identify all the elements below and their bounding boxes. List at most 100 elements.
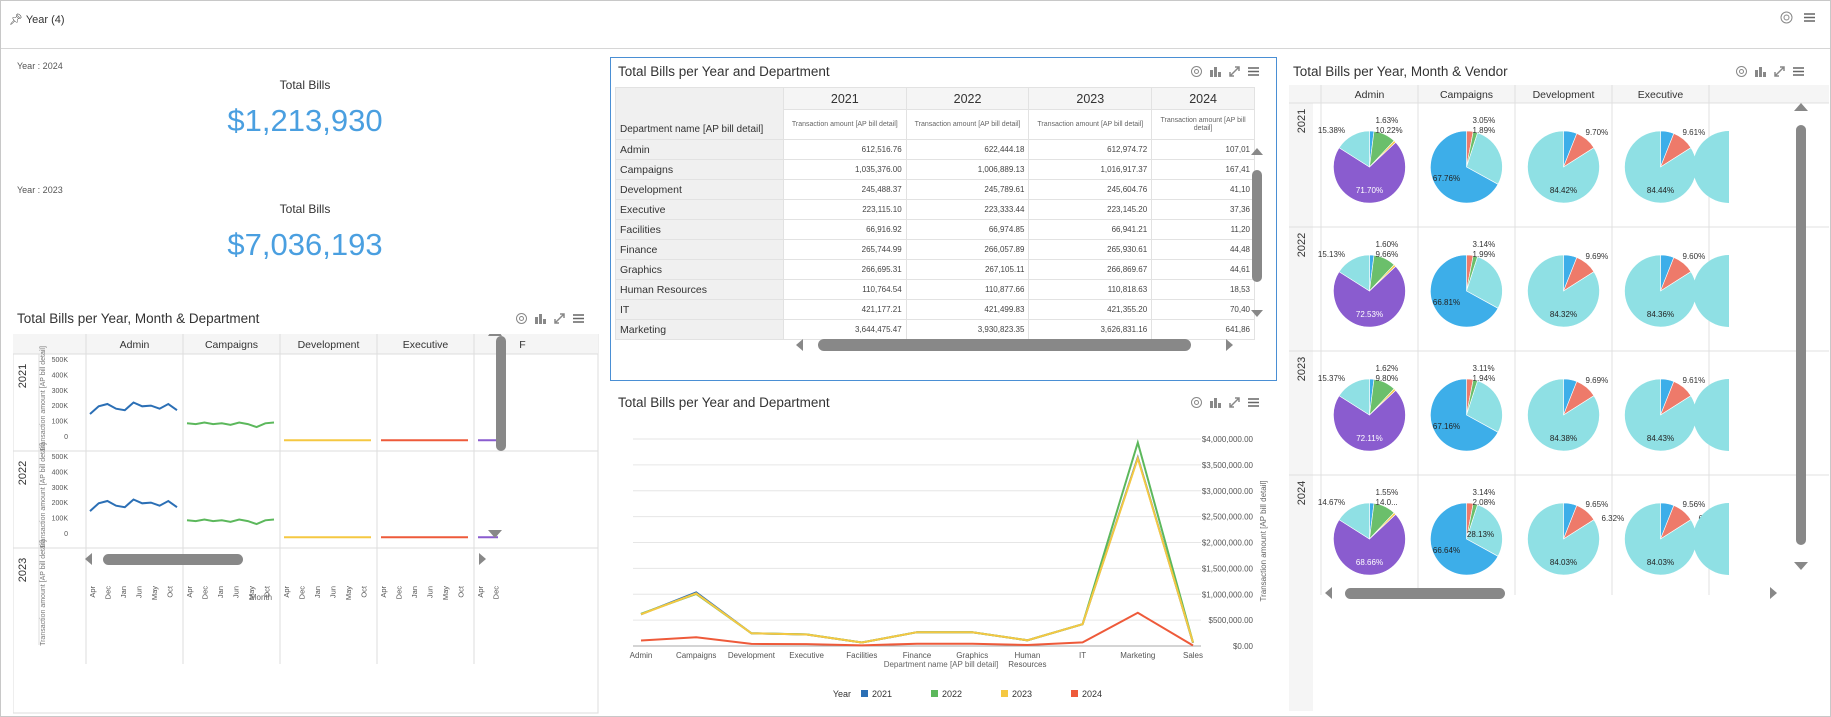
pie-slice — [1527, 254, 1600, 328]
col-header-admin: Admin — [120, 339, 150, 351]
table-row[interactable]: Human Resources 110,764.54 110,877.66 110,8… — [615, 279, 1255, 300]
kpi-year-2024: Year : 2024 — [17, 61, 63, 71]
table-panel[interactable] — [610, 57, 1277, 381]
year-filter[interactable]: 📌︎ Year (4) — [9, 13, 65, 26]
scroll-left-icon[interactable] — [796, 339, 803, 351]
row-label: Campaigns — [615, 159, 784, 180]
target-icon[interactable] — [1190, 396, 1203, 409]
menu-icon[interactable] — [1247, 65, 1260, 78]
chart-type-icon[interactable] — [1754, 65, 1767, 78]
menu-icon[interactable] — [1792, 65, 1805, 78]
table-row[interactable]: Admin 612,516.76 622,444.18 612,974.72 107,0… — [615, 139, 1255, 160]
target-icon[interactable] — [1190, 65, 1203, 78]
scroll-up-icon[interactable] — [1251, 148, 1263, 155]
table-row[interactable]: Finance 265,744.99 266,057.89 265,930.61 44,… — [615, 239, 1255, 260]
scroll-left-icon — [85, 553, 92, 565]
month-tick-label: May — [150, 586, 159, 600]
vscroll-thumb[interactable] — [1252, 170, 1262, 282]
header-bg — [1289, 85, 1829, 103]
pie-slice — [1693, 503, 1729, 575]
hscroll-thumb — [1345, 588, 1505, 599]
table-row[interactable]: Marketing 3,644,475.47 3,930,823.35 3,626,8… — [615, 319, 1255, 340]
cell-value: 223,115.10 — [782, 199, 907, 220]
col-header-campaigns: Campaigns — [1440, 89, 1493, 101]
pie-label: 3.14% — [1473, 488, 1496, 497]
col-year: 2023 — [1028, 87, 1153, 110]
scroll-right-icon[interactable] — [1226, 339, 1233, 351]
row-label: Facilities — [615, 219, 784, 240]
hscroll-thumb[interactable] — [818, 339, 1191, 351]
month-tick-label: Jan — [216, 586, 225, 598]
cell-value: 11,20 — [1151, 219, 1255, 240]
y-axis-title: Transaction amount [AP bill detail] — [1259, 481, 1268, 602]
row-label: Development — [615, 179, 784, 200]
chart-type-icon[interactable] — [1209, 65, 1222, 78]
table-vscroll[interactable] — [1251, 148, 1263, 318]
chart-type-icon[interactable] — [534, 312, 547, 325]
pie-slice — [1466, 504, 1503, 557]
x-tick-label: Graphics — [956, 651, 988, 660]
legend-swatch-2024 — [1071, 690, 1078, 697]
pie-slice — [1333, 141, 1406, 204]
expand-icon[interactable] — [553, 312, 566, 325]
target-icon[interactable] — [1780, 11, 1793, 24]
cell-value: 245,604.76 — [1028, 179, 1153, 200]
menu-icon[interactable] — [572, 312, 585, 325]
pie-label: 15.37% — [1318, 374, 1345, 383]
expand-icon[interactable] — [1773, 65, 1786, 78]
table-hscroll[interactable] — [796, 338, 1236, 352]
pie-label: 9.65% — [1586, 500, 1609, 509]
pie-slice — [1466, 380, 1503, 433]
month-tick-label: Oct — [360, 585, 369, 598]
menu-icon[interactable] — [1247, 396, 1260, 409]
pie-label: 1.63% — [1376, 116, 1399, 125]
cell-value: 70,40 — [1151, 299, 1255, 320]
expand-icon[interactable] — [1228, 396, 1241, 409]
pie-slice — [1338, 378, 1370, 416]
cell-value: 41,10 — [1151, 179, 1255, 200]
month-tick-label: Apr — [476, 585, 485, 597]
month-tick-label: Jun — [426, 586, 435, 598]
table-row[interactable]: Executive 223,115.10 223,333.44 223,145.20 3… — [615, 199, 1255, 220]
table-row[interactable]: Graphics 266,695.31 267,105.11 266,869.67 44… — [615, 259, 1255, 280]
vscroll-thumb — [496, 336, 506, 451]
scroll-right-icon — [479, 553, 486, 565]
cell-value: 1,006,889.13 — [905, 159, 1030, 180]
target-icon[interactable] — [1735, 65, 1748, 78]
pie-label: 9.61% — [1683, 128, 1706, 137]
table-row[interactable]: Facilities 66,916.92 66,974.85 66,941.21 11,… — [615, 219, 1255, 240]
month-tick-label: May — [344, 586, 353, 600]
x-tick-label: Facilities — [846, 651, 877, 660]
x-tick-label: Campaigns — [676, 651, 716, 660]
expand-icon[interactable] — [1228, 65, 1241, 78]
scroll-up-icon — [488, 334, 502, 336]
y-tick-label: 200K — [52, 500, 69, 507]
vendor-pie-grid[interactable]: Admin Campaigns Development Executive 2021 15… — [1289, 85, 1829, 711]
line-chart[interactable]: $4,000,000.00 $3,500,000.00 $3,000,000.00 $… — [611, 411, 1271, 711]
month-panel-tools — [515, 312, 585, 325]
month-small-multiples[interactable]: Admin Campaigns Development Executive F 2021 5… — [13, 334, 599, 714]
col-header-campaigns: Campaigns — [205, 339, 258, 351]
month-tick-label: Jan — [119, 586, 128, 598]
series-line-2021 — [640, 454, 1194, 644]
cell-value: 44,48 — [1151, 239, 1255, 260]
row-header-2021: 2021 — [1296, 109, 1308, 133]
col-measure: Transaction amount [AP bill detail] — [782, 109, 907, 140]
col-year: 2024 — [1151, 87, 1255, 110]
y-tick-label: $1,000,000.00 — [1202, 590, 1254, 599]
vendor-panel-tools — [1735, 65, 1805, 78]
scroll-down-icon — [488, 530, 502, 538]
pie-label: 2.08% — [1473, 498, 1496, 507]
pie-slice — [1430, 254, 1499, 328]
chart-type-icon[interactable] — [1209, 396, 1222, 409]
y-tick-label: 100K — [52, 419, 69, 426]
table-row[interactable]: IT 421,177.21 421,499.83 421,355.20 70,40 — [615, 299, 1255, 320]
menu-icon[interactable] — [1803, 11, 1816, 24]
table-row[interactable]: Development 245,488.37 245,789.61 245,604.7… — [615, 179, 1255, 200]
pie-label: 1.60% — [1376, 240, 1399, 249]
scroll-down-icon[interactable] — [1251, 310, 1263, 317]
cell-value: 3,930,823.35 — [905, 319, 1030, 340]
target-icon[interactable] — [515, 312, 528, 325]
pie-label: 84.43% — [1647, 434, 1674, 443]
table-row[interactable]: Campaigns 1,035,376.00 1,006,889.13 1,016,9… — [615, 159, 1255, 180]
